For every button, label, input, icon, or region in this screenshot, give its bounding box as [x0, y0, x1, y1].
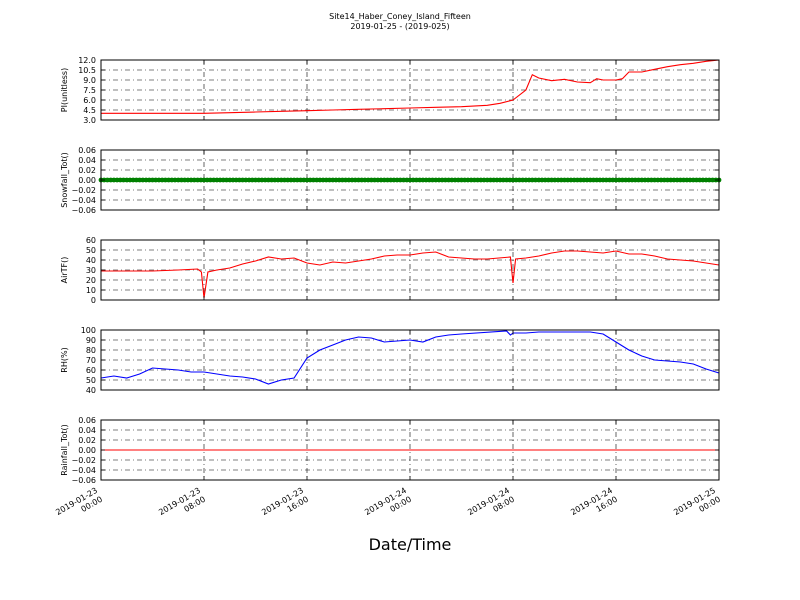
- data-point: [362, 177, 368, 183]
- y-tick-label: 0.02: [78, 166, 96, 175]
- y-tick-label: −0.02: [71, 186, 96, 195]
- y-tick-label: 0.06: [78, 146, 96, 155]
- data-point: [706, 177, 712, 183]
- x-tick-label: 2019-01-2500:00: [672, 486, 722, 526]
- data-point: [465, 177, 471, 183]
- chart-subtitle: 2019-01-25 - (2019-025): [350, 22, 449, 31]
- data-point: [172, 177, 178, 183]
- subplot-stack: 3.04.56.07.59.010.512.0 PI(unitless) −0.06…: [60, 56, 722, 485]
- data-point: [620, 177, 625, 183]
- data-point: [294, 177, 300, 183]
- x-tick-label: 2019-01-2300:00: [54, 486, 104, 526]
- data-point: [243, 177, 249, 183]
- y-tick-label: −0.06: [71, 206, 96, 215]
- y-tick-label: 10.5: [78, 66, 96, 75]
- data-series-line: [101, 59, 720, 114]
- y-tick-label: 100: [81, 326, 96, 335]
- y-tick-label: 30: [86, 266, 96, 275]
- y-tick-label: 0: [91, 296, 96, 305]
- y-tick-label: 7.5: [83, 86, 96, 95]
- data-point: [449, 177, 455, 183]
- x-axis-tick-labels: 2019-01-2300:00 2019-01-2308:00 2019-01-23…: [54, 486, 722, 526]
- y-tick-label: 90: [86, 336, 96, 345]
- data-point: [346, 177, 352, 183]
- y-tick-label: 40: [86, 386, 96, 395]
- x-tick-label: 2019-01-2408:00: [466, 486, 516, 526]
- data-point: [105, 177, 110, 183]
- data-point: [517, 177, 522, 183]
- y-tick-label: 0.04: [78, 156, 96, 165]
- y-axis-label: RH(%): [60, 347, 69, 372]
- subplot-2: −0.06−0.04−0.020.000.020.040.06 Snowfall_…: [60, 146, 722, 215]
- y-tick-label: 70: [86, 356, 96, 365]
- y-tick-label: 80: [86, 346, 96, 355]
- data-point: [259, 177, 265, 183]
- y-tick-label: 0.00: [78, 176, 96, 185]
- y-tick-label: 0.00: [78, 446, 96, 455]
- y-tick-label: 6.0: [83, 96, 96, 105]
- subplot-1: 3.04.56.07.59.010.512.0 PI(unitless): [60, 56, 720, 125]
- data-point: [655, 177, 661, 183]
- data-point: [636, 177, 641, 183]
- y-tick-label: −0.06: [71, 476, 96, 485]
- y-axis-label: Snowfall_Tot(): [60, 152, 69, 208]
- data-point: [430, 177, 435, 183]
- data-point-group: [98, 177, 722, 183]
- y-tick-label: 20: [86, 276, 96, 285]
- y-tick-label: 9.0: [83, 76, 96, 85]
- data-point: [191, 177, 197, 183]
- data-point: [156, 177, 162, 183]
- y-tick-label: −0.02: [71, 456, 96, 465]
- y-tick-label: 50: [86, 376, 96, 385]
- data-point: [568, 177, 574, 183]
- data-point: [414, 177, 419, 183]
- data-point: [603, 177, 609, 183]
- data-point: [552, 177, 558, 183]
- data-point: [533, 177, 538, 183]
- y-tick-label: −0.04: [71, 466, 96, 475]
- y-axis-label: PI(unitless): [60, 68, 69, 112]
- x-tick-label: 2019-01-2308:00: [157, 486, 207, 526]
- data-point: [224, 177, 229, 183]
- y-tick-label: 0.02: [78, 436, 96, 445]
- x-axis-label: Date/Time: [369, 535, 452, 554]
- y-tick-label: 12.0: [78, 56, 96, 65]
- data-point: [327, 177, 332, 183]
- x-tick-label: 2019-01-2316:00: [260, 486, 310, 526]
- data-point: [140, 177, 146, 183]
- data-point: [121, 177, 126, 183]
- data-point: [481, 177, 487, 183]
- data-point: [687, 177, 693, 183]
- y-axis-label: Rainfall_Tot(): [60, 424, 69, 476]
- y-tick-label: 60: [86, 236, 96, 245]
- data-point: [311, 177, 316, 183]
- y-tick-label: 3.0: [83, 116, 96, 125]
- x-tick-label: 2019-01-2400:00: [363, 486, 413, 526]
- y-tick-label: −0.04: [71, 196, 96, 205]
- data-point: [584, 177, 590, 183]
- data-series-line: [101, 250, 720, 299]
- y-tick-label: 40: [86, 256, 96, 265]
- data-point: [378, 177, 384, 183]
- y-tick-label: 0.04: [78, 426, 96, 435]
- y-axis-label: AirTF(): [60, 257, 69, 284]
- y-tick-label: 0.06: [78, 416, 96, 425]
- y-tick-label: 4.5: [83, 106, 96, 115]
- subplot-5: −0.06−0.04−0.020.000.020.040.06 Rainfall_…: [60, 416, 720, 485]
- chart-title: Site14_Haber_Coney_Island_Fifteen: [329, 12, 471, 21]
- y-tick-label: 10: [86, 286, 96, 295]
- x-tick-label: 2019-01-2416:00: [569, 486, 619, 526]
- data-series-line: [100, 330, 720, 385]
- data-point: [500, 177, 506, 183]
- data-point: [397, 177, 403, 183]
- data-point: [208, 177, 213, 183]
- y-tick-label: 60: [86, 366, 96, 375]
- y-tick-label: 50: [86, 246, 96, 255]
- data-point: [671, 177, 677, 183]
- data-point: [275, 177, 281, 183]
